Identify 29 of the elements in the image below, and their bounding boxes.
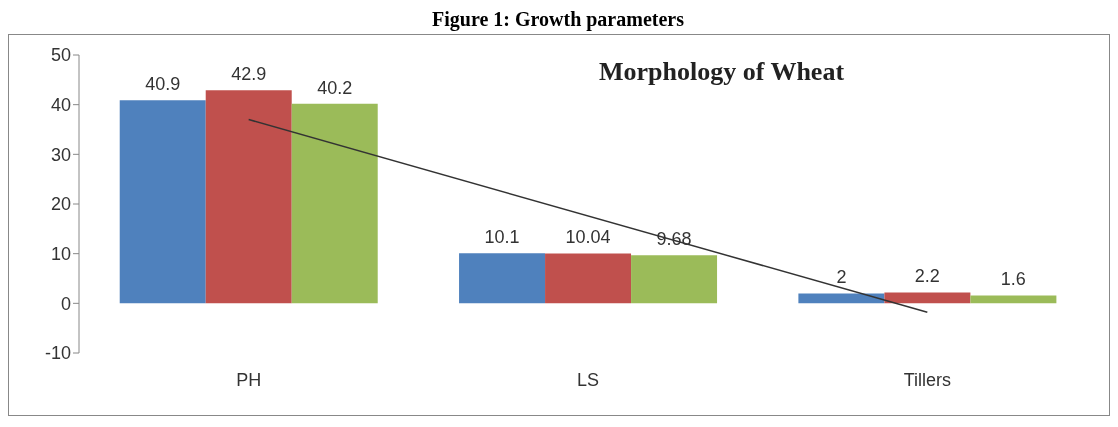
y-tick-label: 20 (50, 194, 71, 215)
bar (205, 90, 292, 304)
bar (798, 293, 885, 304)
y-tick-label: 40 (50, 95, 71, 116)
bar (884, 292, 971, 304)
x-tick-label: Tillers (903, 369, 952, 390)
data-label: 40.9 (145, 74, 181, 95)
bar (545, 253, 632, 304)
annotation: Morphology of Wheat (599, 57, 845, 87)
data-label: 40.2 (317, 77, 353, 98)
x-tick-label: PH (236, 369, 262, 390)
data-label: 10.04 (565, 227, 611, 248)
bar (459, 253, 546, 304)
data-label: 2 (836, 267, 847, 288)
y-tick-label: -10 (44, 343, 71, 364)
bar (291, 103, 378, 304)
bar (970, 295, 1057, 304)
y-tick-label: 10 (50, 244, 71, 265)
data-label: 1.6 (1000, 269, 1026, 290)
chart-title: Figure 1: Growth parameters (431, 8, 685, 33)
data-label: 42.9 (231, 64, 267, 85)
data-label: 10.1 (484, 227, 520, 248)
y-tick-label: 0 (60, 293, 71, 314)
bar (631, 255, 718, 304)
bar (119, 100, 206, 304)
y-tick-label: 50 (50, 45, 71, 66)
x-tick-label: LS (576, 369, 600, 390)
data-label: 2.2 (914, 266, 940, 287)
y-tick-label: 30 (50, 144, 71, 165)
